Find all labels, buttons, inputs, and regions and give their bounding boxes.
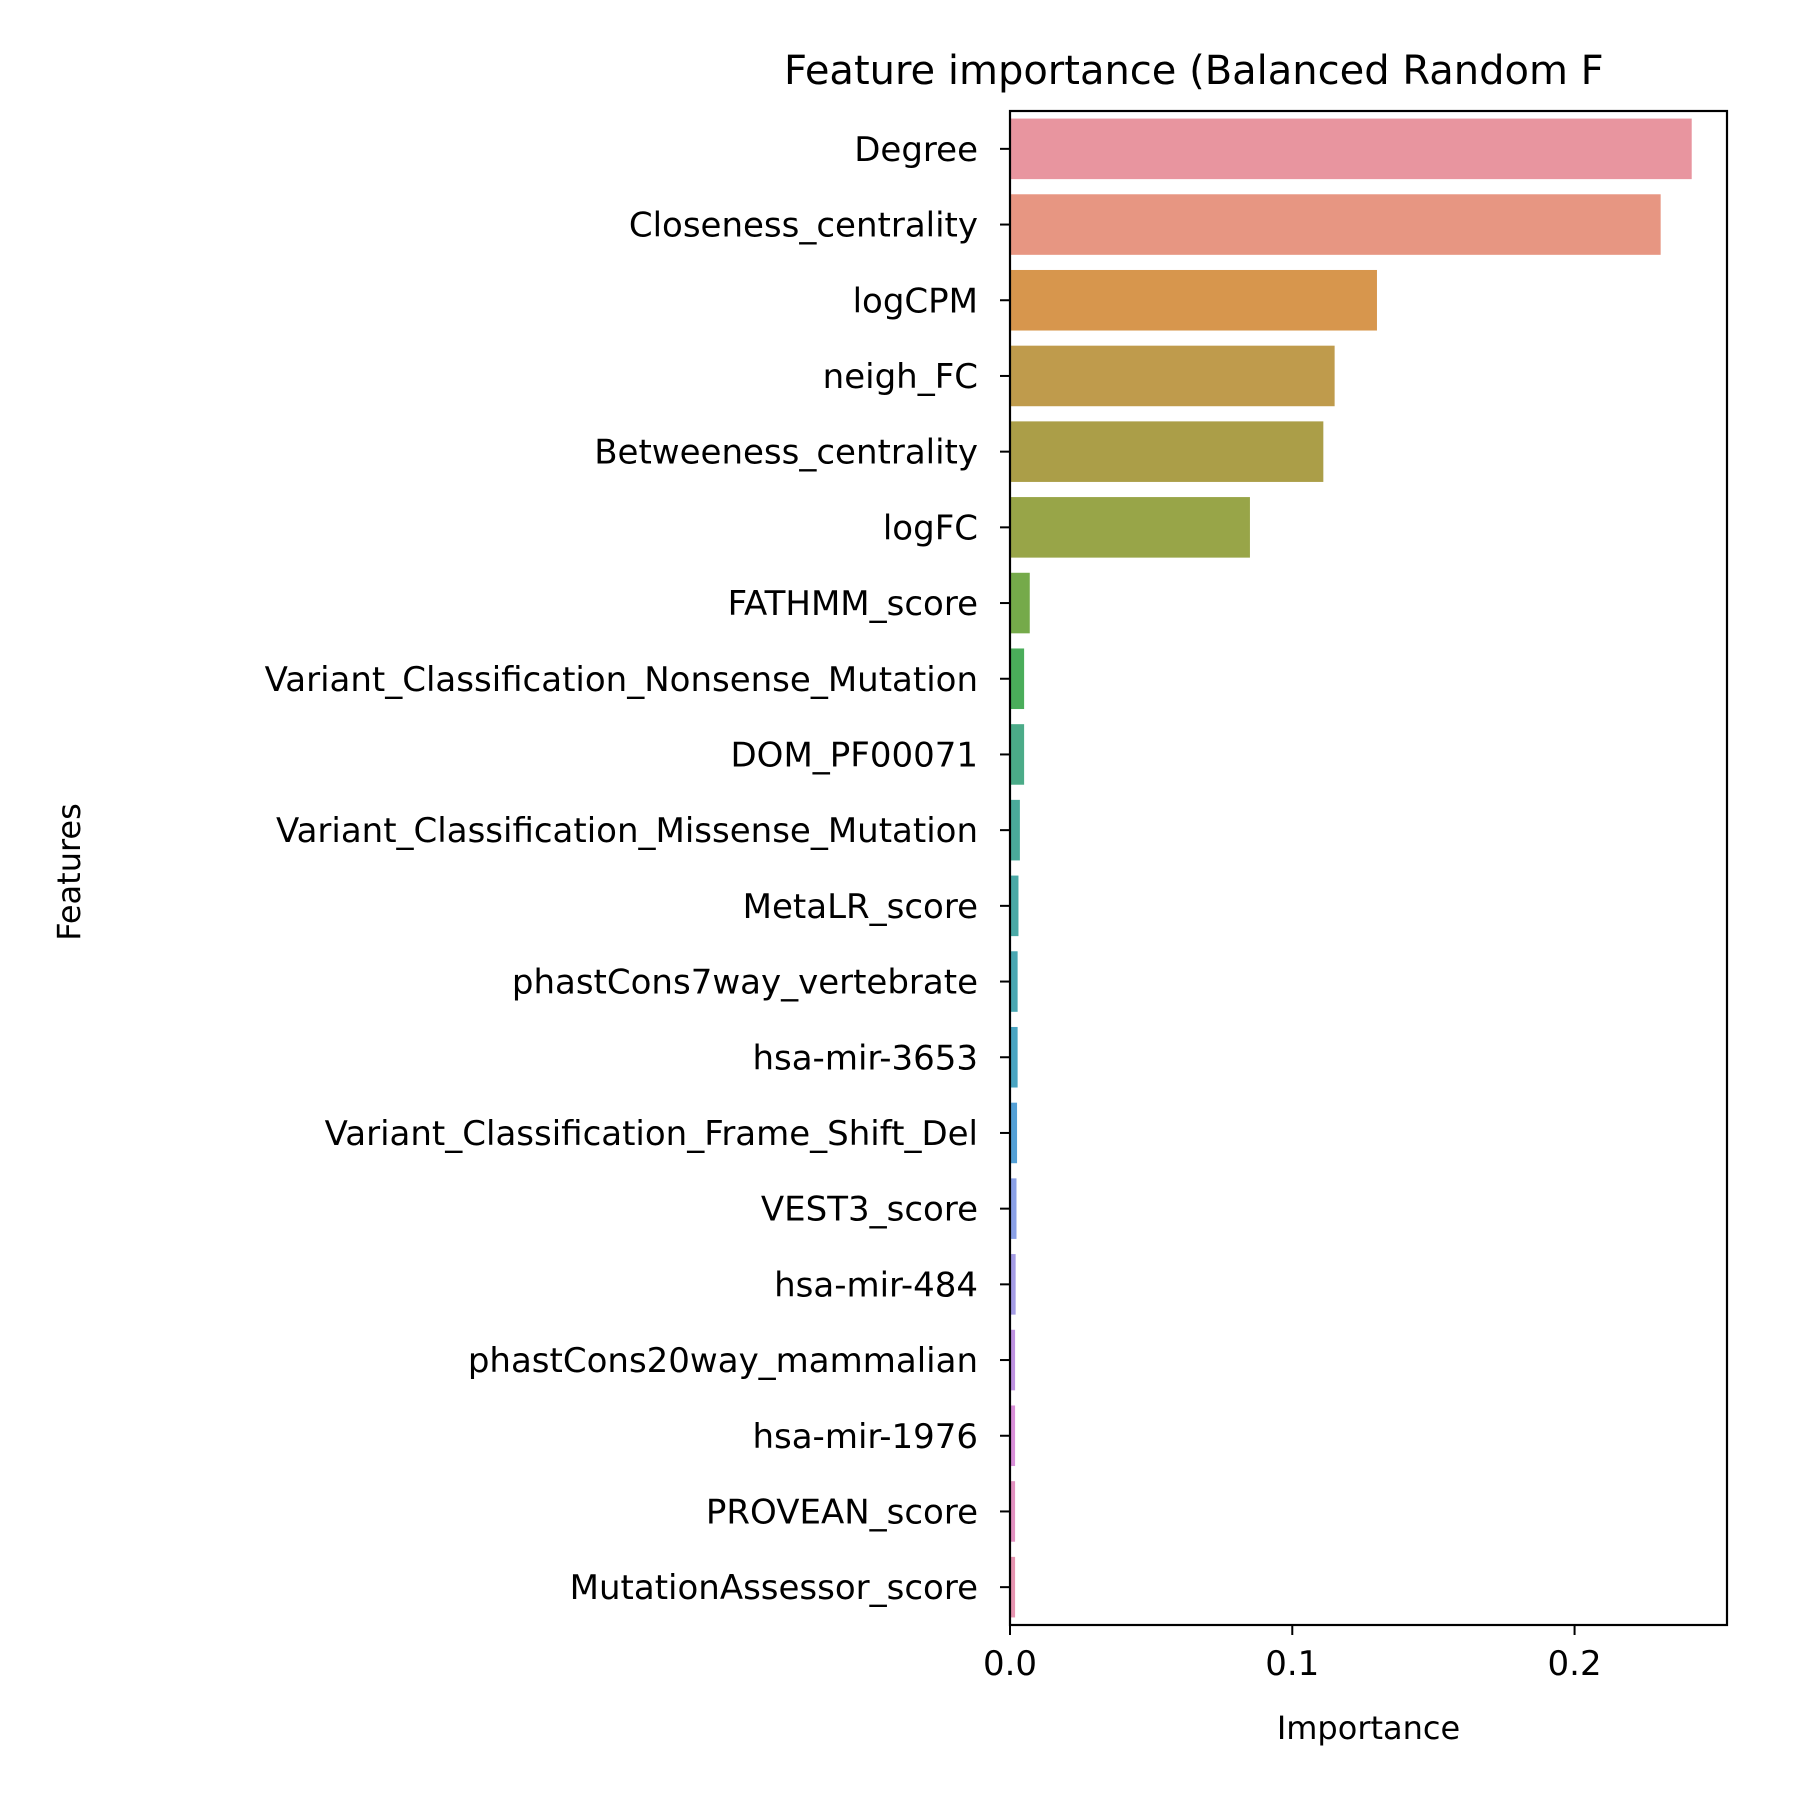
bar — [1010, 875, 1019, 937]
y-tick-label: VEST3_score — [761, 1190, 978, 1230]
y-tick-label: Variant_Classification_Missense_Mutation — [276, 811, 978, 851]
y-tick-labels: Degree Closeness_centrality logCPM neigh_FC… — [265, 130, 978, 1608]
y-tick-label: Variant_Classification_Nonsense_Mutation — [265, 660, 978, 700]
y-tick-label: neigh_FC — [823, 357, 978, 397]
y-tick-label: hsa-mir-1976 — [752, 1417, 978, 1457]
bar — [1010, 799, 1020, 861]
bar — [1010, 951, 1018, 1012]
y-tick-label: phastCons7way_vertebrate — [512, 963, 978, 1003]
bar — [1010, 269, 1377, 331]
x-axis-label: Importance — [1277, 1709, 1460, 1747]
bar — [1010, 572, 1030, 634]
bar — [1010, 345, 1335, 407]
y-tick-label: hsa-mir-484 — [774, 1265, 978, 1305]
y-tick-label: DOM_PF00071 — [731, 735, 979, 775]
bar — [1010, 194, 1661, 255]
y-tick-label: Betweeness_centrality — [594, 433, 978, 473]
bar — [1010, 1329, 1016, 1391]
bar — [1010, 421, 1324, 482]
y-ticks — [1000, 147, 1010, 1589]
bar — [1010, 1405, 1016, 1467]
bar — [1010, 648, 1025, 710]
bar — [1010, 1254, 1016, 1315]
y-tick-label: hsa-mir-3653 — [752, 1038, 978, 1078]
chart-title: Feature importance (Balanced Random F — [784, 48, 1604, 94]
plot-frame — [1008, 109, 1729, 1627]
bar — [1010, 1026, 1018, 1088]
bar — [1010, 1102, 1018, 1164]
y-tick-label: phastCons20way_mammalian — [468, 1341, 978, 1381]
y-tick-label: PROVEAN_score — [706, 1492, 978, 1532]
y-tick-label: MutationAssessor_score — [570, 1568, 978, 1608]
bars-group — [1010, 118, 1692, 1618]
x-tick-label: 0.1 — [1265, 1644, 1319, 1684]
x-tick-label: 0.0 — [983, 1644, 1037, 1684]
bar — [1010, 1178, 1017, 1239]
y-tick-label: Closeness_centrality — [629, 206, 978, 246]
y-tick-label: Degree — [854, 130, 978, 170]
y-tick-label: logFC — [883, 508, 978, 548]
bar — [1010, 724, 1025, 785]
x-ticks: 0.0 0.1 0.2 — [983, 1625, 1602, 1684]
bar — [1010, 497, 1250, 558]
y-tick-label: Variant_Classification_Frame_Shift_Del — [325, 1114, 978, 1154]
y-tick-label: logCPM — [853, 281, 978, 321]
bar — [1010, 1481, 1016, 1542]
y-tick-label: FATHMM_score — [728, 584, 978, 624]
x-tick-label: 0.2 — [1548, 1644, 1602, 1684]
bar — [1010, 118, 1692, 180]
y-tick-label: MetaLR_score — [743, 887, 978, 927]
bar — [1010, 1556, 1016, 1618]
y-axis-label: Features — [50, 803, 88, 941]
